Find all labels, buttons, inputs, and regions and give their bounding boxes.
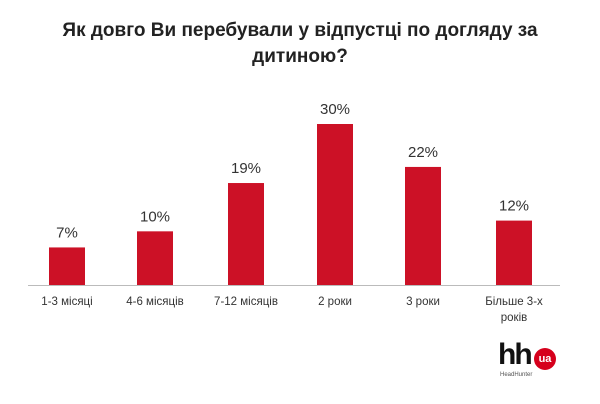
- x-tick-label: 3 роки: [406, 296, 440, 308]
- value-label: 19%: [231, 160, 261, 177]
- value-label: 30%: [320, 101, 350, 118]
- x-tick-label: 4-6 місяців: [126, 296, 184, 308]
- bar: [228, 183, 264, 285]
- x-tick-label: 7-12 місяців: [214, 296, 278, 308]
- value-label: 22%: [408, 144, 438, 161]
- chart-title: Як довго Ви перебували у відпустці по до…: [62, 20, 538, 67]
- value-label: 12%: [499, 198, 529, 215]
- x-tick-label: 1-3 місяці: [41, 296, 93, 308]
- logo-badge: ua: [534, 348, 556, 370]
- bar: [137, 231, 173, 285]
- logo: hh ua HeadHunter: [498, 338, 568, 388]
- x-tick-label: 2 роки: [318, 296, 352, 308]
- value-label: 7%: [56, 224, 78, 241]
- bar: [49, 247, 85, 285]
- logo-main: hh: [498, 338, 533, 371]
- x-tick-label: Більше 3-х років: [485, 296, 543, 324]
- value-label: 10%: [140, 208, 170, 225]
- bar: [496, 220, 532, 285]
- bar: [317, 124, 353, 285]
- bar: [405, 166, 441, 285]
- logo-tagline: HeadHunter: [500, 372, 533, 378]
